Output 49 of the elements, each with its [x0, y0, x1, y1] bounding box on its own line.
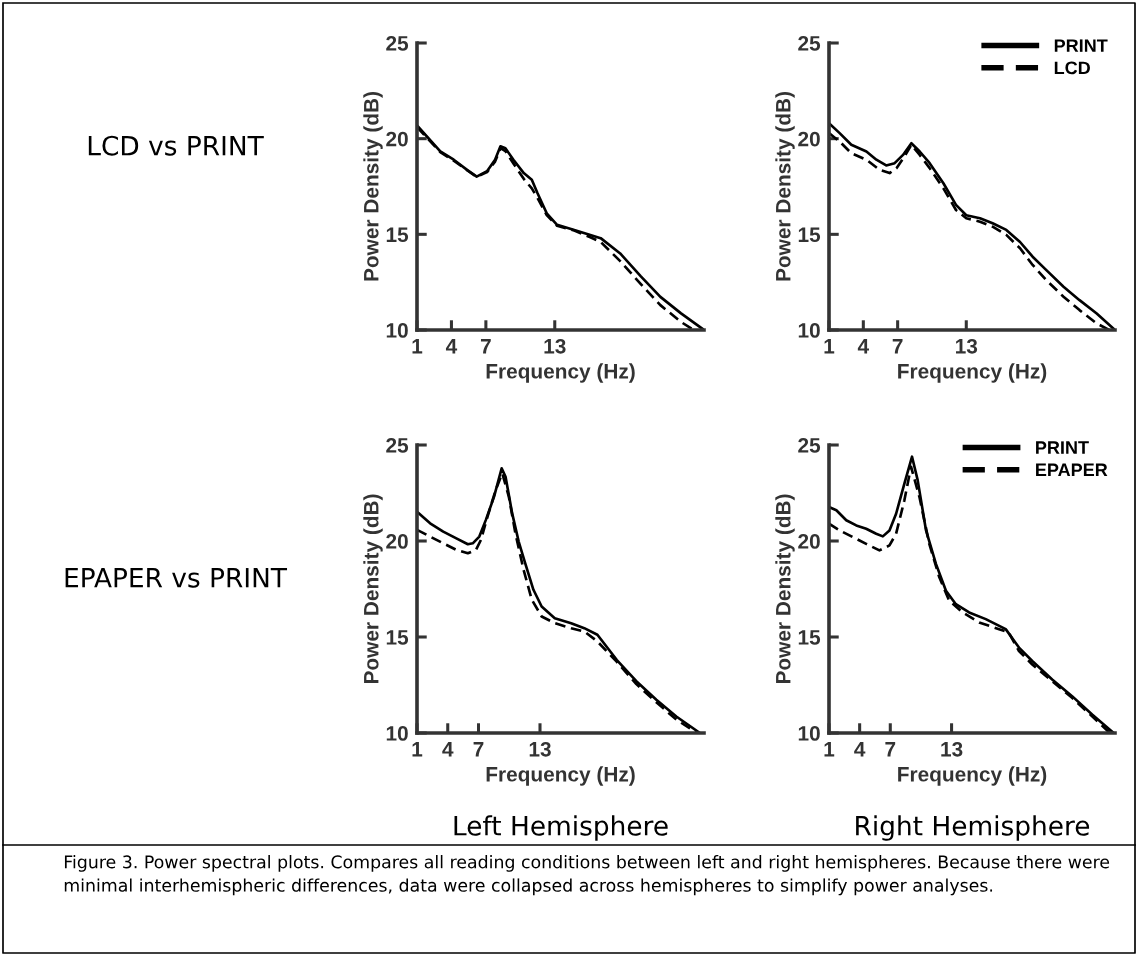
y-axis-title: Power Density (dB) — [775, 494, 795, 684]
x-axis-title: Frequency (Hz) — [898, 363, 1047, 383]
text: Right Hemisphere — [856, 815, 1090, 841]
y-axis-title: Power Density (dB) — [775, 92, 795, 281]
y-tick-label: 15 — [798, 227, 821, 243]
y-axis-title: Power Density (dB) — [363, 92, 383, 281]
x-axis-title: Frequency (Hz) — [486, 766, 635, 786]
caption: Figure 3. Power spectral plots. Compares all reading conditions between left and right hemispheres. Because there were minimal interhemispheric differences, data were collapsed across hemispheres to simplify power analyses. — [64, 855, 1110, 896]
y-tick-label: 15 — [798, 630, 821, 645]
legend-label: PRINT — [1036, 441, 1089, 454]
y-axis-title: Power Density (dB) — [363, 494, 383, 684]
y-tick-label: 20 — [798, 534, 820, 549]
y-tick-label: 10 — [386, 323, 408, 338]
x-tick-label: 13 — [941, 741, 963, 757]
x-tick-label: 4 — [854, 742, 866, 757]
x-tick-label: 1 — [824, 742, 835, 757]
x-tick-label: 4 — [857, 339, 869, 354]
legend-label: LCD — [1054, 61, 1090, 75]
x-tick-label: 1 — [412, 742, 423, 757]
legend-label: EPAPER — [1036, 463, 1108, 477]
x-tick-label: 1 — [412, 339, 423, 354]
y-tick-label: 25 — [386, 438, 409, 453]
y-tick-label: 25 — [798, 36, 821, 51]
x-tick-label: 13 — [956, 338, 978, 354]
x-tick-label: 4 — [445, 339, 458, 354]
y-tick-label: 25 — [386, 36, 409, 51]
x-tick-label: 7 — [480, 339, 491, 354]
y-tick-label: 15 — [386, 630, 409, 645]
x-tick-label: 7 — [892, 339, 903, 354]
text: EPAPER vs PRINT — [65, 568, 288, 588]
x-tick-label: 13 — [529, 741, 551, 757]
x-tick-label: 4 — [442, 742, 454, 757]
y-tick-label: 20 — [386, 534, 408, 549]
y-tick-label: 25 — [798, 438, 821, 453]
x-tick-label: 7 — [473, 742, 484, 757]
y-tick-label: 10 — [798, 726, 820, 741]
x-tick-label: 1 — [824, 339, 835, 354]
x-tick-label: 13 — [544, 338, 566, 354]
y-tick-label: 20 — [386, 131, 408, 147]
y-tick-label: 10 — [798, 323, 820, 338]
y-tick-label: 10 — [386, 726, 408, 741]
y-tick-label: 15 — [386, 227, 409, 243]
y-tick-label: 20 — [798, 131, 820, 147]
text: LCD vs PRINT — [88, 135, 264, 156]
x-axis-title: Frequency (Hz) — [486, 363, 635, 383]
text: Left Hemisphere — [454, 815, 668, 841]
x-tick-label: 7 — [885, 742, 896, 757]
legend-label: PRINT — [1054, 39, 1108, 52]
x-axis-title: Frequency (Hz) — [898, 766, 1047, 786]
